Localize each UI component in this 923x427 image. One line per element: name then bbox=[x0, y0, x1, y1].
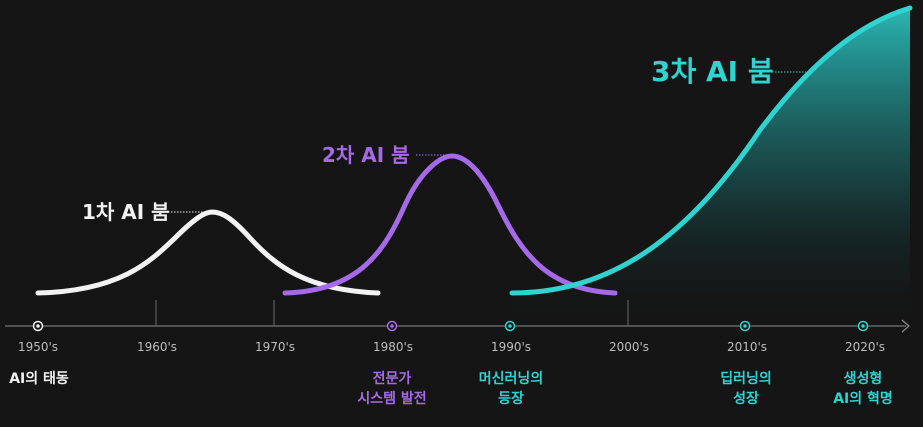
marker-2020s bbox=[857, 320, 869, 332]
decade-label-1960s: 1960's bbox=[136, 340, 178, 354]
decade-label-2000s: 2000's bbox=[608, 340, 650, 354]
marker-2010s bbox=[739, 320, 751, 332]
decade-label-1970s: 1970's bbox=[254, 340, 296, 354]
third-boom-label: 3차 AI 붐 bbox=[651, 55, 774, 88]
decade-label-1950s: 1950's bbox=[17, 340, 59, 354]
milestone-line: 생성형 bbox=[843, 371, 883, 387]
decade-label-2020s: 2020's bbox=[844, 340, 886, 354]
first-boom-curve bbox=[35, 209, 381, 296]
second-boom-label: 2차 AI 붐 bbox=[322, 143, 410, 167]
milestone-machine-learning: 머신러닝의 등장 bbox=[479, 369, 543, 409]
milestone-line: AI의 혁명 bbox=[833, 391, 893, 407]
milestone-line: 성장 bbox=[733, 391, 759, 407]
decade-label-1990s: 1990's bbox=[490, 340, 532, 354]
third-boom-curve bbox=[509, 5, 913, 296]
milestone-line: 딥러닝의 bbox=[720, 371, 772, 387]
milestone-line: 전문가 bbox=[372, 371, 412, 387]
milestone-ai-birth: AI의 태동 bbox=[9, 369, 69, 389]
decade-label-1980s: 1980's bbox=[372, 340, 414, 354]
milestone-line: 머신러닝의 bbox=[478, 371, 544, 387]
decade-label-2010s: 2010's bbox=[726, 340, 768, 354]
second-boom-curve bbox=[282, 153, 618, 296]
milestone-line: AI의 태동 bbox=[9, 371, 69, 387]
milestone-generative-ai: 생성형 AI의 혁명 bbox=[833, 369, 893, 409]
third-boom-area bbox=[512, 8, 910, 326]
marker-1990s bbox=[504, 320, 516, 332]
milestone-deep-learning: 딥러닝의 성장 bbox=[720, 369, 772, 409]
marker-1980s bbox=[386, 320, 398, 332]
marker-1950s bbox=[32, 320, 44, 332]
milestone-line: 시스템 발전 bbox=[357, 391, 427, 407]
milestone-line: 등장 bbox=[498, 391, 524, 407]
milestone-expert-systems: 전문가 시스템 발전 bbox=[357, 369, 426, 409]
first-boom-label: 1차 AI 붐 bbox=[82, 200, 170, 224]
